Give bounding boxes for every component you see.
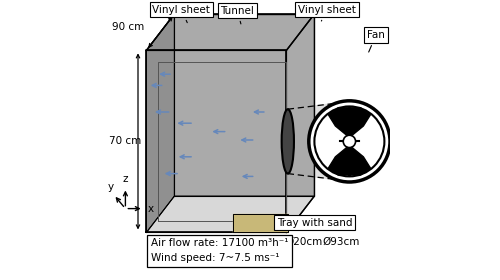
Circle shape bbox=[309, 101, 390, 182]
Polygon shape bbox=[146, 196, 314, 232]
Polygon shape bbox=[233, 214, 288, 232]
Text: y: y bbox=[108, 182, 114, 192]
Polygon shape bbox=[174, 14, 314, 196]
Polygon shape bbox=[288, 102, 350, 181]
Polygon shape bbox=[146, 14, 174, 232]
Text: Fan: Fan bbox=[367, 30, 385, 52]
Text: Vinyl sheet: Vinyl sheet bbox=[152, 5, 210, 23]
Text: Ø93cm: Ø93cm bbox=[322, 237, 360, 247]
Text: Ø20cm: Ø20cm bbox=[286, 237, 323, 247]
Text: z: z bbox=[122, 174, 128, 184]
Text: 90 cm: 90 cm bbox=[112, 22, 144, 32]
Text: x: x bbox=[147, 204, 154, 214]
Polygon shape bbox=[146, 14, 314, 50]
Circle shape bbox=[343, 135, 355, 148]
Polygon shape bbox=[328, 146, 370, 175]
Text: Tray with sand: Tray with sand bbox=[276, 218, 352, 228]
Polygon shape bbox=[146, 50, 286, 232]
Text: Air flow rate: 17100 m³h⁻¹
Wind speed: 7~7.5 ms⁻¹: Air flow rate: 17100 m³h⁻¹ Wind speed: 7… bbox=[150, 238, 288, 263]
Polygon shape bbox=[286, 14, 314, 232]
Circle shape bbox=[314, 106, 384, 176]
Text: 70 cm: 70 cm bbox=[110, 136, 142, 146]
Text: Vinyl sheet: Vinyl sheet bbox=[298, 5, 356, 21]
Ellipse shape bbox=[282, 109, 294, 174]
Polygon shape bbox=[328, 108, 370, 136]
Text: Tunnel: Tunnel bbox=[220, 6, 254, 24]
Text: 170 cm: 170 cm bbox=[197, 251, 236, 261]
